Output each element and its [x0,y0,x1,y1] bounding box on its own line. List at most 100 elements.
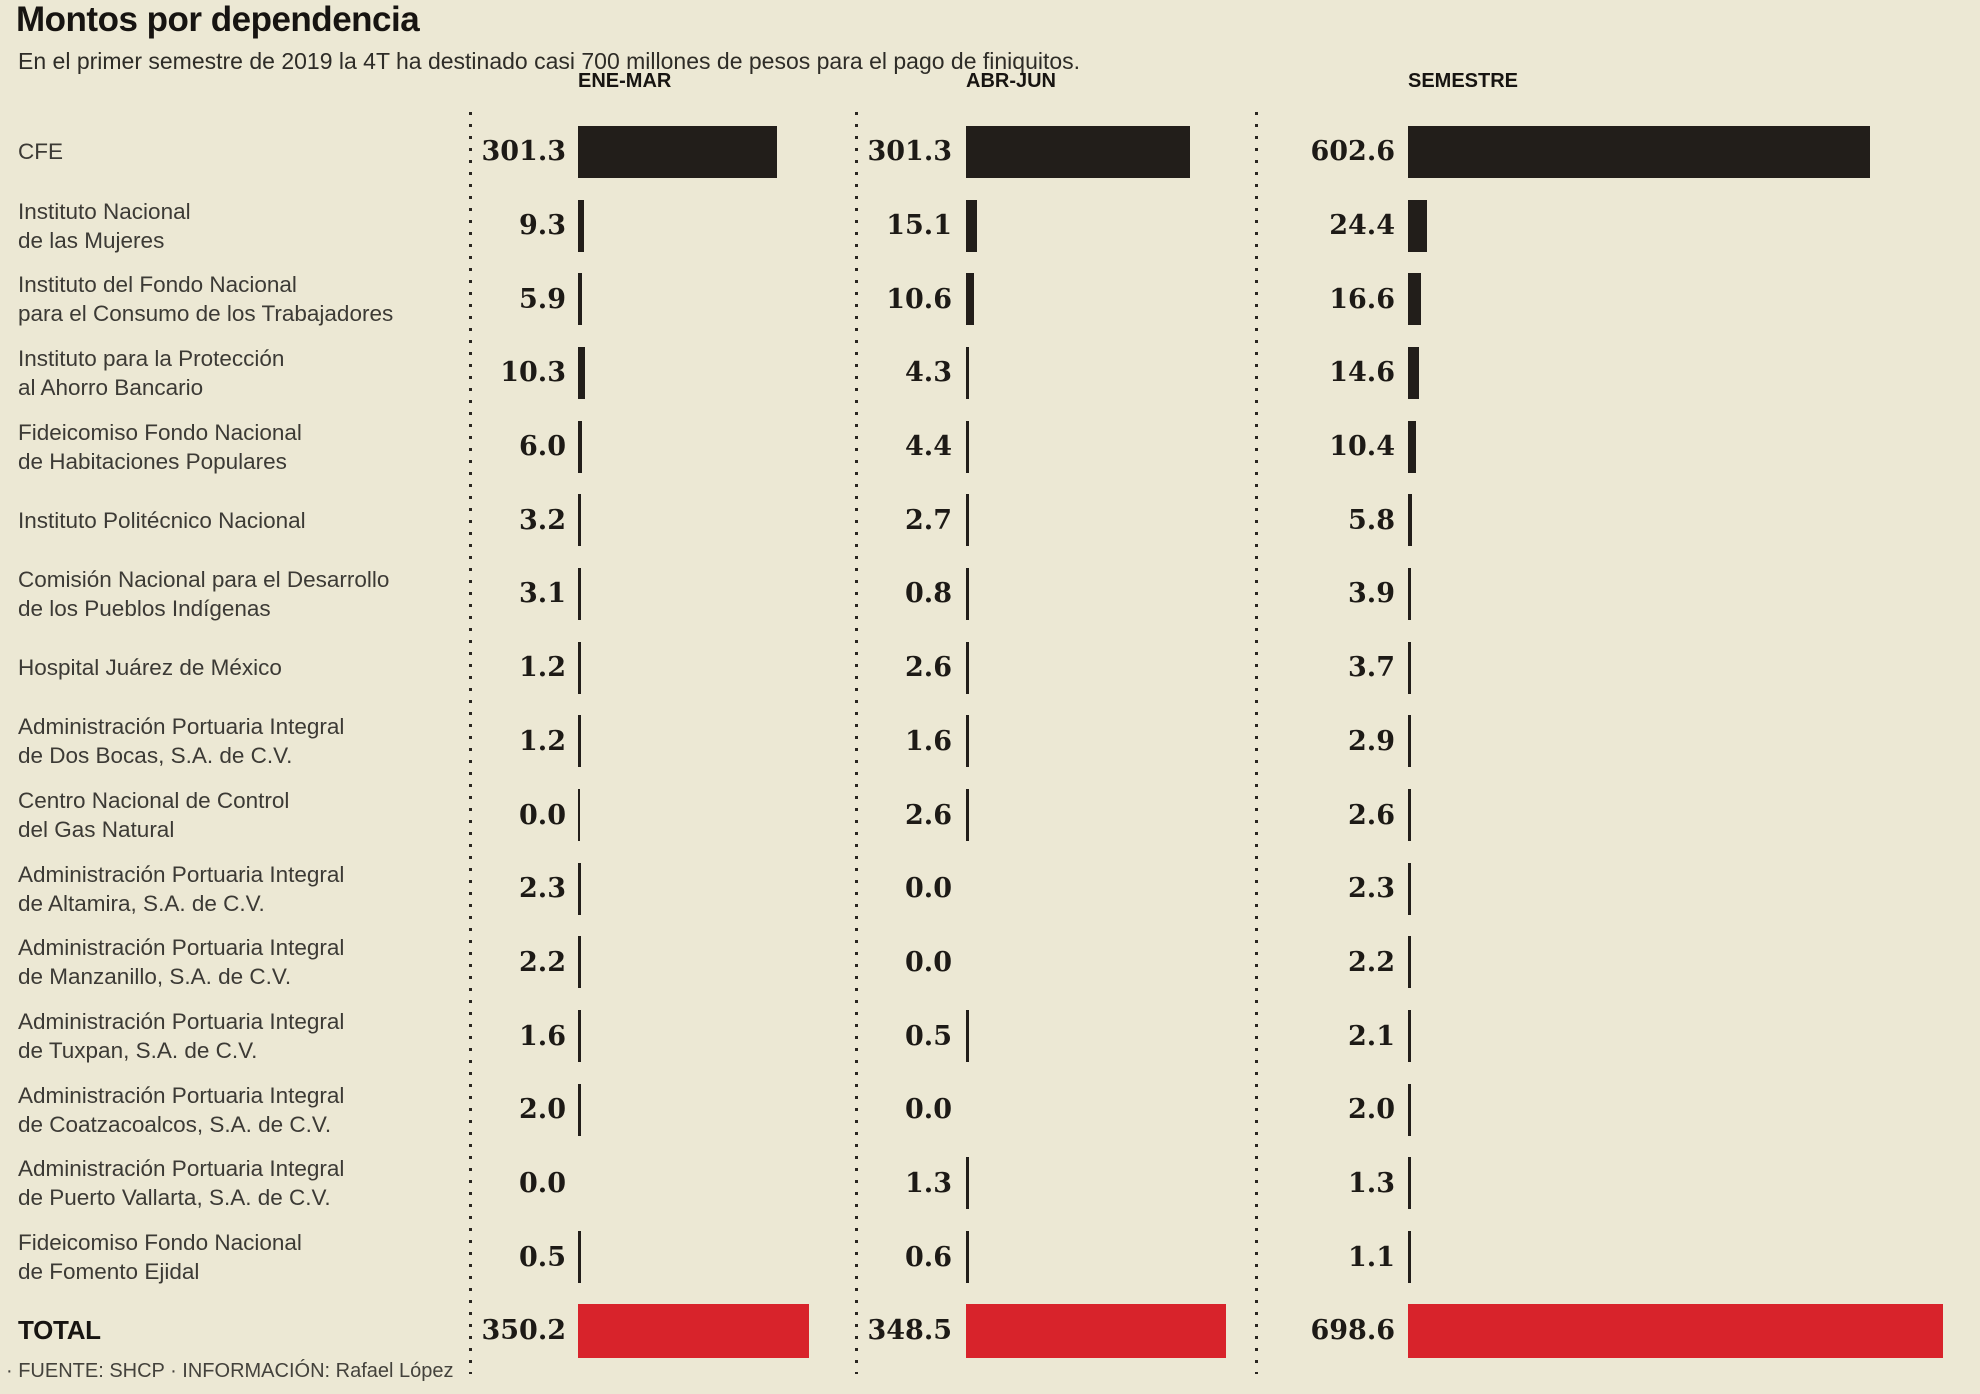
value-label: 3.7 [1348,652,1395,684]
cell-semestre: 3.9 [1256,557,1980,631]
bar-semestre [1408,494,1413,547]
bar-abr-jun [966,273,974,326]
value-label: 1.1 [1348,1241,1395,1273]
bar-ene-mar [578,862,581,915]
bar-semestre [1408,199,1427,252]
bar-abr-jun [966,1010,969,1063]
dotted-divider-3 [1255,112,1258,1374]
cell-semestre: 2.1 [1256,999,1980,1073]
cell-ene-mar: 0.5 [470,1220,856,1294]
cell-semestre: 602.6 [1256,115,1980,189]
cell-abr-jun: 2.6 [856,631,1256,705]
value-label: 24.4 [1329,210,1395,242]
value-label: 2.2 [1348,946,1395,978]
cell-ene-mar: 5.9 [470,262,856,336]
cell-semestre: 2.6 [1256,778,1980,852]
bar-abr-jun [966,641,969,694]
row-label: Instituto para la Protección al Ahorro Ba… [18,345,285,400]
value-label: 0.0 [519,1167,566,1199]
cell-ene-mar: 1.6 [470,999,856,1073]
cell-ene-mar: 2.3 [470,852,856,926]
total-bar-semestre [1408,1303,1944,1358]
value-label: 2.1 [1348,1020,1395,1052]
cell-ene-mar: 6.0 [470,410,856,484]
cell-abr-jun: 348.5 [856,1294,1256,1368]
table-row: Comisión Nacional para el Desarrollo de l… [0,557,1980,631]
bar-semestre [1408,1010,1411,1063]
bar-semestre [1408,273,1421,326]
cell-ene-mar: 2.0 [470,1073,856,1147]
total-row: TOTAL 350.2 348.5 698.6 [0,1294,1980,1368]
bar-semestre [1408,346,1420,399]
cell-ene-mar: 10.3 [470,336,856,410]
bar-semestre [1408,125,1870,178]
cell-abr-jun: 301.3 [856,115,1256,189]
value-label: 15.1 [886,210,952,242]
total-label: TOTAL [18,1315,101,1346]
value-label: 2.2 [519,946,566,978]
bar-semestre [1408,420,1416,473]
value-label: 1.2 [519,652,566,684]
value-label: 301.3 [481,136,566,168]
row-label: Instituto del Fondo Nacional para el Cons… [18,272,394,327]
row-label: Centro Nacional de Control del Gas Natura… [18,788,290,843]
value-label: 698.6 [1310,1315,1395,1347]
table-row: Administración Portuaria Integral de Alta… [0,852,1980,926]
cell-semestre: 10.4 [1256,410,1980,484]
bar-abr-jun [966,494,969,547]
value-label: 1.3 [905,1167,952,1199]
cell-abr-jun: 0.6 [856,1220,1256,1294]
bar-ene-mar [578,567,581,620]
bar-ene-mar [578,1083,581,1136]
value-label: 0.0 [905,1094,952,1126]
value-label: 3.1 [519,578,566,610]
cell-ene-mar: 2.2 [470,926,856,1000]
cell-semestre: 1.1 [1256,1220,1980,1294]
table-row: Instituto del Fondo Nacional para el Cons… [0,262,1980,336]
cell-abr-jun: 1.6 [856,705,1256,779]
cell-ene-mar: 350.2 [470,1294,856,1368]
cell-ene-mar: 1.2 [470,705,856,779]
source-note: · FUENTE: SHCP · INFORMACIÓN: Rafael Lóp… [6,1360,454,1382]
cell-semestre: 2.0 [1256,1073,1980,1147]
row-label: Administración Portuaria Integral de Puer… [18,1156,345,1211]
value-label: 2.0 [519,1094,566,1126]
bar-ene-mar [578,641,581,694]
value-label: 2.9 [1348,725,1395,757]
value-label: 2.6 [905,799,952,831]
bar-ene-mar [578,936,581,989]
value-label: 2.6 [905,652,952,684]
bar-abr-jun [966,420,970,473]
value-label: 10.6 [886,283,952,315]
value-label: 602.6 [1310,136,1395,168]
row-label: Comisión Nacional para el Desarrollo de l… [18,566,390,621]
value-label: 2.3 [519,873,566,905]
cell-semestre: 5.8 [1256,483,1980,557]
table-row: Administración Portuaria Integral de Coat… [0,1073,1980,1147]
total-bar-abr-jun [966,1303,1226,1358]
bar-abr-jun [966,125,1191,178]
row-label: Administración Portuaria Integral de Dos … [18,714,345,769]
bar-ene-mar [578,1010,581,1063]
bar-abr-jun [966,346,970,399]
table-row: Instituto para la Protección al Ahorro Ba… [0,336,1980,410]
bar-ene-mar [578,199,585,252]
table-row: CFE 301.3 301.3 602.6 [0,115,1980,189]
table-row: Fideicomiso Fondo Nacional de Fomento Eji… [0,1220,1980,1294]
row-label: CFE [18,139,63,165]
chart-rows: CFE 301.3 301.3 602.6 Instituto Nacional de l… [0,115,1980,1368]
value-label: 350.2 [481,1315,566,1347]
value-label: 3.9 [1348,578,1395,610]
value-label: 301.3 [867,136,952,168]
bar-ene-mar [578,420,582,473]
row-label: Administración Portuaria Integral de Coat… [18,1082,345,1137]
value-label: 2.0 [1348,1094,1395,1126]
value-label: 9.3 [519,210,566,242]
table-row: Administración Portuaria Integral de Puer… [0,1147,1980,1221]
value-label: 3.2 [519,504,566,536]
value-label: 5.9 [519,283,566,315]
row-label: Administración Portuaria Integral de Tuxp… [18,1009,345,1064]
value-label: 6.0 [519,431,566,463]
bar-ene-mar [578,273,582,326]
cell-abr-jun: 2.7 [856,483,1256,557]
